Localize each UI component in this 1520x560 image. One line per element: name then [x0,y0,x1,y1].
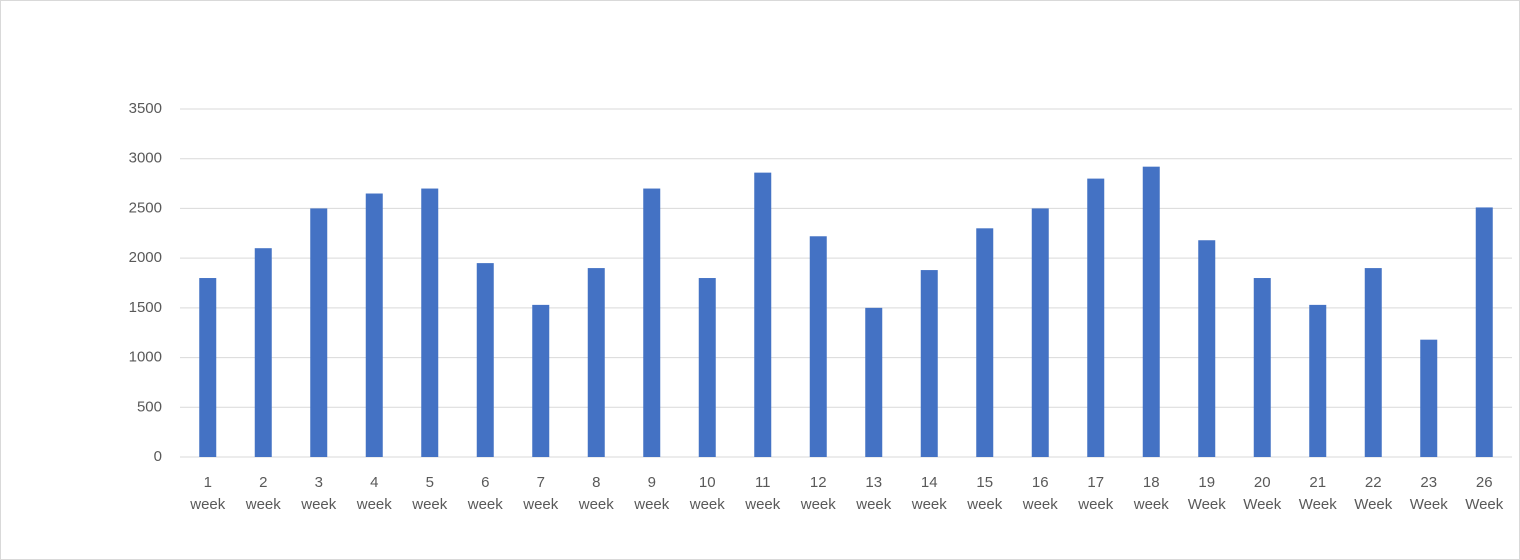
bar [1475,207,1493,457]
bar [421,188,439,458]
x-tick-label: 4 week [356,474,392,513]
y-tick-label: 500 [137,398,162,415]
y-tick-label: 2500 [129,199,162,216]
y-tick-label: 3000 [129,150,162,167]
bar [1364,268,1382,457]
bar [865,307,883,457]
x-tick-label: 16 week [1022,474,1058,513]
bar [643,188,661,458]
bar [1198,240,1216,457]
bar [476,263,494,457]
bar [587,268,605,457]
x-tick-label: 7 week [523,474,559,513]
x-tick-label: 3 week [301,474,337,513]
x-tick-label: 8 week [578,474,614,513]
bar [754,172,772,458]
x-tick-label: 22 Week [1354,474,1393,513]
y-tick-label: 3500 [129,100,162,117]
bar [1031,208,1049,457]
x-tick-label: 5 week [412,474,448,513]
bar [532,304,550,457]
bar [976,228,994,457]
bar [698,278,716,457]
bar [1142,166,1160,457]
bar [1420,339,1438,457]
bar [199,278,217,457]
bar [310,208,328,457]
x-tick-label: 10 week [689,474,725,513]
x-tick-label: 6 week [467,474,503,513]
y-tick-label: 1500 [129,299,162,316]
x-tick-label: 20 Week [1243,474,1282,513]
x-tick-label: 23 Week [1409,474,1448,513]
x-tick-label: 19 Week [1187,474,1226,513]
x-tick-label: 17 week [1078,474,1114,513]
bar [1309,304,1327,457]
bar [1087,178,1105,457]
bar [254,248,272,457]
x-tick-label: 14 week [911,474,947,513]
bar [809,236,827,457]
x-tick-label: 18 week [1133,474,1169,513]
bar [365,193,383,457]
x-tick-label: 26 Week [1465,474,1504,513]
bar [920,270,938,457]
y-tick-label: 2000 [129,249,162,266]
x-tick-label: 1 week [190,474,226,513]
x-tick-label: 2 week [245,474,281,513]
x-tick-label: 13 week [856,474,892,513]
x-tick-label: 12 week [800,474,836,513]
x-tick-label: 9 week [634,474,670,513]
y-tick-label: 0 [154,448,162,465]
x-tick-label: 15 week [967,474,1003,513]
x-tick-label: 11 week [745,474,781,513]
x-tick-label: 21 Week [1298,474,1337,513]
bar [1253,278,1271,457]
y-tick-label: 1000 [129,349,162,366]
